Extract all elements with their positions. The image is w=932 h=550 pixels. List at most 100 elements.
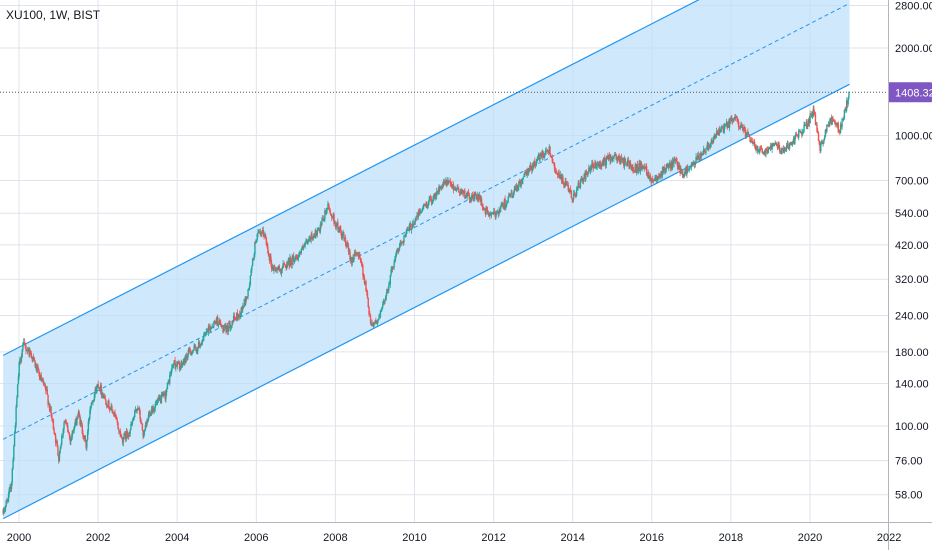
candle-body <box>683 174 685 177</box>
time-axis[interactable]: 2000 2002 2004 2006 2008 2010 2012 2014 2016 2018… <box>0 522 932 545</box>
candle-body <box>804 124 806 126</box>
candle-body <box>473 194 475 200</box>
candle-body <box>787 143 789 148</box>
candle-body <box>162 393 164 396</box>
candle-body <box>666 163 668 168</box>
candle-body <box>596 162 598 167</box>
candle-body <box>73 428 75 433</box>
candle-body <box>394 255 397 259</box>
candle-body <box>114 412 116 416</box>
candle-body <box>818 141 820 145</box>
candle-body <box>530 165 532 170</box>
candle-body <box>118 430 121 432</box>
candle-body <box>262 230 264 236</box>
candle-body <box>86 440 88 448</box>
candle-body <box>126 430 128 436</box>
candle-body <box>677 163 679 170</box>
y-tick-label: 320.00 <box>895 274 929 286</box>
candle-body <box>23 341 25 344</box>
candle-body <box>408 225 411 231</box>
candle-body <box>709 143 712 147</box>
candle-body <box>352 258 354 262</box>
candle-body <box>44 383 46 388</box>
candle-body <box>662 166 665 173</box>
candle-body <box>102 397 105 398</box>
candle-body <box>373 322 376 325</box>
candle-body <box>810 113 812 115</box>
candle-body <box>221 325 223 327</box>
candle-body <box>243 299 245 308</box>
candle-body <box>357 253 360 258</box>
candle-body <box>347 246 350 252</box>
candle-body <box>634 164 636 172</box>
candle-body <box>337 228 340 233</box>
y-tick-label: 100.00 <box>895 421 929 433</box>
candle-body <box>680 168 683 173</box>
candle-body <box>344 237 347 243</box>
candle-body <box>836 122 839 126</box>
candle-body <box>39 375 42 380</box>
candle-body <box>147 415 150 421</box>
candle-body <box>331 215 333 218</box>
candle-body <box>334 223 336 225</box>
candle-body <box>375 322 378 324</box>
candle-body <box>839 132 841 134</box>
candle-body <box>64 420 67 422</box>
candle-body <box>723 125 725 133</box>
candle-body <box>160 395 163 404</box>
candle-body <box>24 343 26 347</box>
x-tick-label: 2004 <box>165 532 189 544</box>
candle-body <box>458 188 460 192</box>
candle-body <box>721 126 724 128</box>
candle-body <box>165 392 167 400</box>
candle-body <box>537 156 539 160</box>
candle-body <box>429 196 431 200</box>
candle-body <box>328 208 331 211</box>
candle-body <box>38 373 41 380</box>
candle-body <box>623 157 625 166</box>
candle-body <box>189 349 191 353</box>
x-tick-label: 2018 <box>719 532 743 544</box>
price-axis[interactable]: 2800.00 2000.00 1000.00 700.00 540.00 420.00 3… <box>888 0 932 550</box>
candle-body <box>246 296 249 299</box>
candle-body <box>543 156 545 158</box>
candle-body <box>713 135 716 138</box>
candle-body <box>164 393 166 400</box>
candle-body <box>331 217 334 219</box>
candle-body <box>606 155 608 159</box>
candle-body <box>378 317 380 321</box>
candle-body <box>645 166 648 175</box>
candle-body <box>827 124 830 126</box>
last-price-tag[interactable] <box>888 82 932 103</box>
candle-body <box>89 410 91 418</box>
candle-body <box>772 143 775 146</box>
candle-body <box>409 223 411 226</box>
candle-body <box>816 124 818 132</box>
candle-body <box>317 230 319 232</box>
candle-body <box>17 376 20 385</box>
candle-body <box>523 173 525 177</box>
candle-body <box>308 238 310 241</box>
candle-body <box>12 460 14 469</box>
candle-body <box>702 154 704 156</box>
candle-body <box>385 296 387 301</box>
channel-fill <box>3 0 850 519</box>
candle-body <box>597 162 599 164</box>
candle-body <box>77 416 79 419</box>
candle-body <box>161 393 163 396</box>
candle-body <box>738 127 741 128</box>
candle-body <box>529 165 531 171</box>
candle-body <box>4 506 7 511</box>
candle-body <box>722 126 725 133</box>
trend-channel[interactable] <box>2 0 850 520</box>
candle-body <box>199 344 201 348</box>
candle-body <box>415 216 417 221</box>
candle-body <box>665 167 668 170</box>
candle-body <box>42 380 44 381</box>
candle-body <box>790 142 792 146</box>
candle-body <box>59 448 61 453</box>
candle-body <box>127 436 130 437</box>
candle-body <box>757 151 760 153</box>
